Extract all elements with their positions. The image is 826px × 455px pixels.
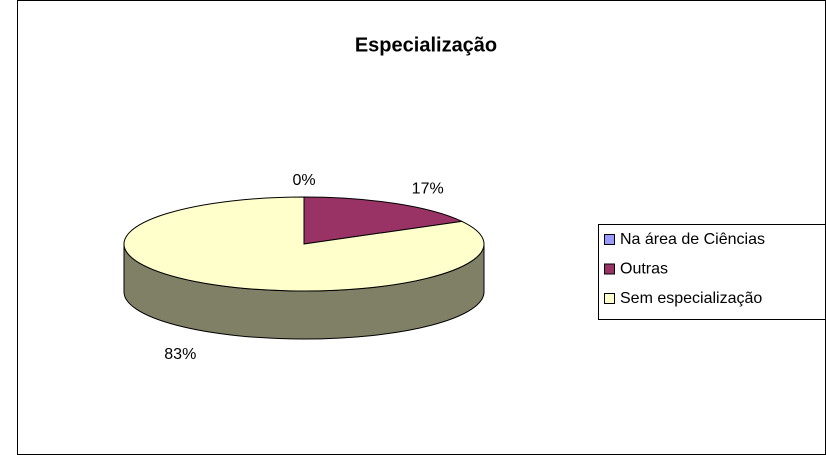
legend-label: Outras: [620, 261, 668, 278]
data-label: 83%: [164, 346, 196, 363]
legend-swatch: [604, 263, 615, 275]
chart-title: Especialização: [355, 34, 497, 56]
legend-swatch: [604, 234, 615, 245]
legend-box: [598, 224, 826, 320]
slice: [303, 196, 464, 245]
data-label: 0%: [292, 172, 315, 189]
legend-swatch: [604, 293, 615, 304]
legend-label: Sem especialização: [620, 290, 762, 307]
legend-label: Na área de Ciências: [620, 231, 765, 248]
data-label: 17%: [412, 181, 444, 198]
slice: [123, 196, 485, 292]
